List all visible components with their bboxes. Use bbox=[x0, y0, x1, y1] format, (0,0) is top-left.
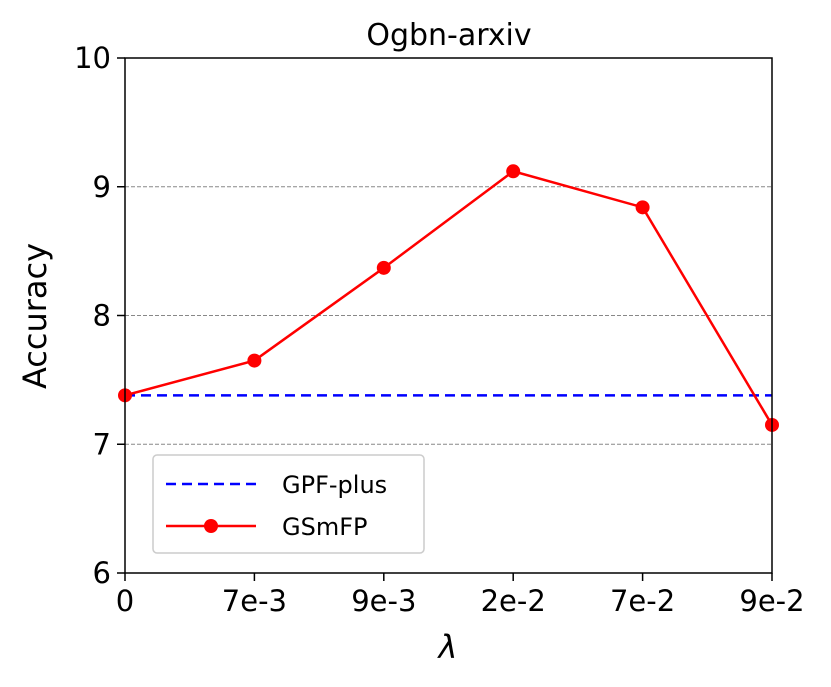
legend: GPF-plus GSmFP bbox=[152, 454, 425, 554]
grid-lines bbox=[125, 186, 772, 445]
legend-marker-gsmfp bbox=[204, 519, 218, 533]
legend-label-gpf-plus: GPF-plus bbox=[282, 471, 387, 499]
series-line-gsmfp bbox=[124, 169, 774, 426]
axis-ticks: 6 7 8 9 10 0 7e-3 9e-3 2e-2 7e-2 9e-2 bbox=[74, 41, 805, 618]
y-tick-label: 9 bbox=[93, 170, 111, 204]
y-tick-label: 8 bbox=[93, 299, 111, 333]
data-point-gsmfp bbox=[506, 164, 521, 179]
chart-title: Ogbn-arxiv bbox=[366, 18, 531, 53]
legend-box bbox=[152, 454, 425, 554]
y-tick-label: 10 bbox=[74, 41, 111, 75]
x-tick-label: 2e-2 bbox=[481, 584, 546, 618]
data-point-gsmfp bbox=[247, 353, 262, 368]
data-point-gsmfp bbox=[635, 200, 650, 215]
series-layer bbox=[118, 164, 779, 432]
data-point-gsmfp bbox=[376, 260, 391, 275]
y-axis-label: Accuracy bbox=[16, 243, 54, 389]
x-axis-label: λ bbox=[437, 628, 458, 666]
x-tick-label: 7e-2 bbox=[610, 584, 675, 618]
y-tick-label: 6 bbox=[93, 556, 111, 590]
x-tick-label: 0 bbox=[116, 584, 134, 618]
x-tick-label: 9e-3 bbox=[351, 584, 416, 618]
x-tick-label: 7e-3 bbox=[222, 584, 287, 618]
y-tick-label: 7 bbox=[93, 427, 111, 461]
legend-label-gsmfp: GSmFP bbox=[282, 513, 368, 541]
x-tick-label: 9e-2 bbox=[739, 584, 804, 618]
